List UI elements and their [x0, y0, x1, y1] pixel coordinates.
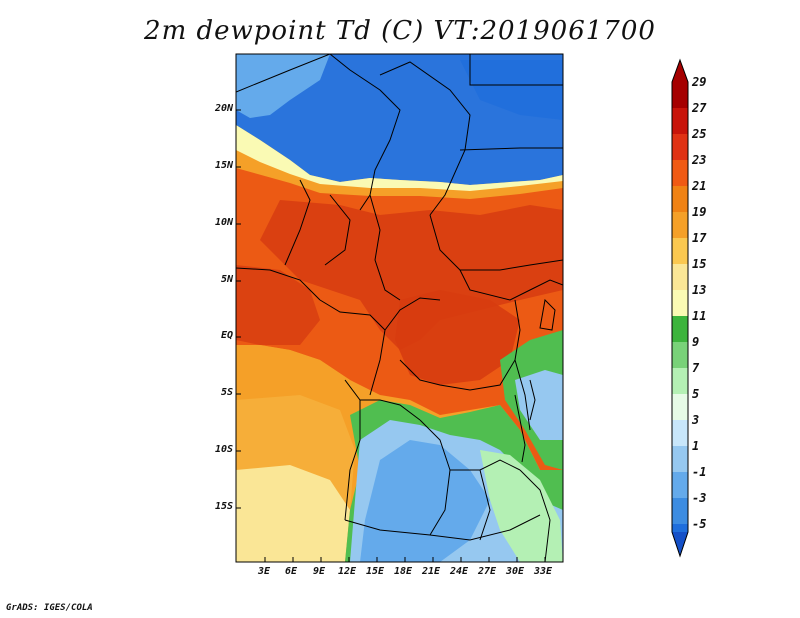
lat-label: 20N [214, 103, 233, 114]
colorbar-label: 9 [692, 335, 700, 349]
colorbar-label: 27 [692, 101, 707, 115]
lon-label: 12E [338, 566, 357, 577]
colorbar-label: 13 [692, 283, 707, 297]
lat-label: 15S [214, 501, 233, 512]
cb-seg-15 [672, 472, 688, 498]
colorbar-top-arrow [672, 60, 688, 82]
colorbar-label: -1 [692, 465, 707, 479]
lon-label: 21E [422, 566, 441, 577]
lon-label: 33E [534, 566, 553, 577]
cb-seg-6 [672, 238, 688, 264]
lat-label: 5N [220, 274, 233, 285]
colorbar-label: 3 [692, 413, 700, 427]
colorbar-label: 29 [692, 75, 707, 89]
lon-label: 6E [285, 566, 298, 577]
lat-label: 15N [214, 160, 233, 171]
lat-label: EQ [220, 330, 233, 341]
cb-seg-4 [672, 186, 688, 212]
cb-seg-11 [672, 368, 688, 394]
lon-label: 9E [313, 566, 326, 577]
colorbar-label: 23 [692, 153, 707, 167]
cb-seg-13 [672, 420, 688, 446]
lon-ticks [264, 557, 546, 562]
cb-seg-1 [672, 108, 688, 134]
cb-seg-14 [672, 446, 688, 472]
colorbar-label: 19 [692, 205, 707, 219]
lon-label: 3E [258, 566, 271, 577]
lon-label: 24E [450, 566, 469, 577]
cb-seg-8 [672, 290, 688, 316]
colorbar-label: 21 [692, 179, 707, 193]
cb-seg-16 [672, 498, 688, 524]
lat-label: 10S [214, 444, 233, 455]
cb-seg-7 [672, 264, 688, 290]
colorbar-label: -3 [692, 491, 707, 505]
cb-seg-0 [672, 82, 688, 108]
grads-credit: GrADS: IGES/COLA [6, 603, 93, 613]
cb-seg-12 [672, 394, 688, 420]
colorbar-label: 1 [692, 439, 700, 453]
map-frame [235, 53, 564, 563]
colorbar-label: -5 [692, 517, 707, 531]
colorbar-label: 5 [692, 387, 700, 401]
cb-seg-9 [672, 316, 688, 342]
cb-seg-17 [672, 524, 688, 532]
lat-label: 5S [220, 387, 233, 398]
cb-seg-2 [672, 134, 688, 160]
lon-label: 27E [478, 566, 497, 577]
dewpoint-field [236, 54, 563, 562]
colorbar [671, 58, 689, 558]
colorbar-label: 15 [692, 257, 707, 271]
cb-seg-5 [672, 212, 688, 238]
cb-seg-10 [672, 342, 688, 368]
lon-label: 15E [366, 566, 385, 577]
lat-ticks [236, 109, 241, 509]
lakes [514, 298, 556, 463]
lon-label: 18E [394, 566, 413, 577]
cb-seg-3 [672, 160, 688, 186]
lon-label: 30E [506, 566, 525, 577]
colorbar-label: 11 [692, 309, 707, 323]
map-title: 2m dewpoint Td (C) VT:2019061700 [144, 16, 656, 46]
country-borders [236, 54, 563, 562]
colorbar-label: 7 [692, 361, 700, 375]
lat-label: 10N [214, 217, 233, 228]
colorbar-label: 17 [692, 231, 707, 245]
colorbar-bottom-arrow [672, 532, 688, 556]
colorbar-label: 25 [692, 127, 707, 141]
